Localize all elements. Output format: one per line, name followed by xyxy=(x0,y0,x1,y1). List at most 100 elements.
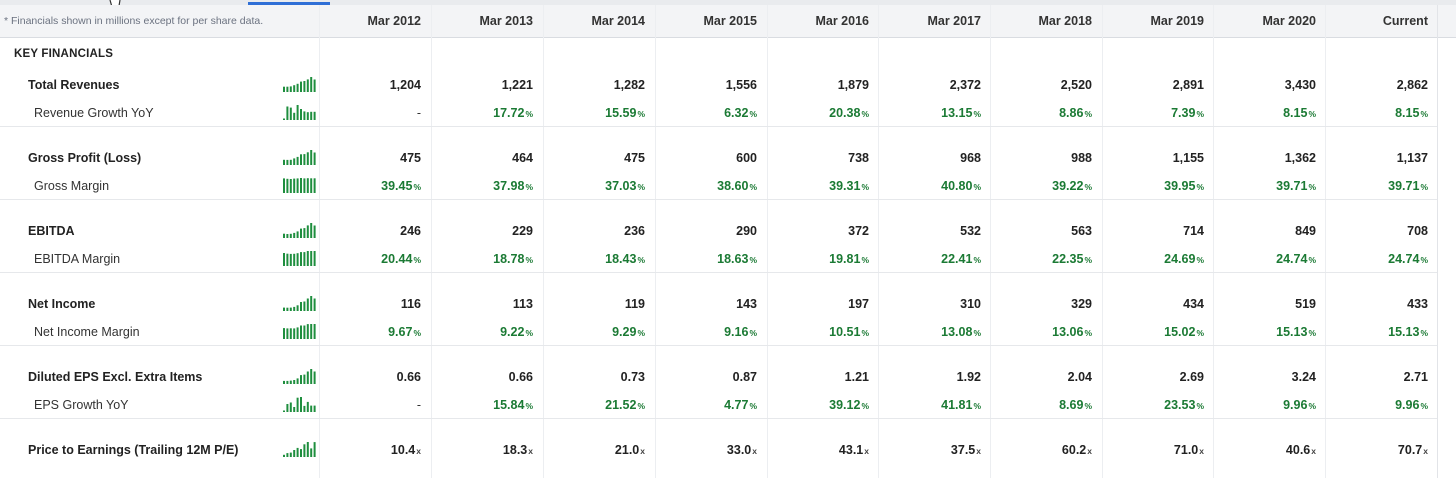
sparkline-bar xyxy=(293,306,296,311)
value-number: 19.81 xyxy=(829,252,861,266)
value-cell: 1,155 xyxy=(1104,144,1204,172)
column-header-mar-2012[interactable]: Mar 2012 xyxy=(367,14,421,28)
sparkline-bar xyxy=(296,83,299,92)
value-cell: 229 xyxy=(433,217,533,245)
sparkline-bar xyxy=(313,178,316,193)
sparkline-chart-icon[interactable] xyxy=(283,150,317,165)
value-cell: 9.67% xyxy=(321,318,421,346)
value-cell: 37.03% xyxy=(545,172,645,200)
row-gross-margin: Gross Margin 39.45% 37.98% 37.03% 38.60% 39.3… xyxy=(0,172,1437,200)
value-number: 10.4 xyxy=(390,443,416,457)
sparkline-chart-icon[interactable] xyxy=(283,178,317,193)
value-cell: 290 xyxy=(657,217,757,245)
value-number: - xyxy=(416,106,421,120)
value-cell: 8.69% xyxy=(992,391,1092,419)
row-diluted-eps: Diluted EPS Excl. Extra Items 0.66 0.66 0.7… xyxy=(0,363,1437,391)
column-header-mar-2014[interactable]: Mar 2014 xyxy=(591,14,645,28)
value-cell: 1,221 xyxy=(433,71,533,99)
sparkline-chart-icon[interactable] xyxy=(283,77,317,92)
column-header-mar-2016[interactable]: Mar 2016 xyxy=(815,14,869,28)
sparkline-bar xyxy=(313,405,316,412)
sparkline-bar xyxy=(310,448,313,457)
sparkline-bar xyxy=(313,225,316,238)
value-number: 968 xyxy=(960,151,981,165)
column-header-mar-2018[interactable]: Mar 2018 xyxy=(1038,14,1092,28)
value-number: 33.0 xyxy=(726,443,752,457)
value-number: 290 xyxy=(736,224,757,238)
value-unit: % xyxy=(413,328,421,338)
value-number: 4.77 xyxy=(724,398,749,412)
sparkline-chart-icon[interactable] xyxy=(283,296,317,311)
value-number: 39.12 xyxy=(829,398,861,412)
value-cell: 10.4x xyxy=(321,436,421,464)
column-header-mar-2019[interactable]: Mar 2019 xyxy=(1150,14,1204,28)
value-number: 20.38 xyxy=(829,106,861,120)
value-cell: 2.69 xyxy=(1104,363,1204,391)
value-cell: 60.2x xyxy=(992,436,1092,464)
sparkline-bar xyxy=(313,442,316,457)
value-number: 1.92 xyxy=(956,370,981,384)
value-cell: 464 xyxy=(433,144,533,172)
value-number: 9.29 xyxy=(612,325,637,339)
value-unit: % xyxy=(525,401,533,411)
value-cell: 433 xyxy=(1328,290,1428,318)
row-label: Net Income xyxy=(28,297,96,311)
value-cell: 2.71 xyxy=(1328,363,1428,391)
sparkline-bar xyxy=(296,327,299,339)
value-cell: - xyxy=(321,99,421,127)
row-label: Price to Earnings (Trailing 12M P/E) xyxy=(28,443,239,457)
value-number: 329 xyxy=(1071,297,1092,311)
sparkline-bar xyxy=(296,156,299,165)
value-unit: % xyxy=(749,109,757,119)
value-cell: 39.71% xyxy=(1328,172,1428,200)
value-number: 13.06 xyxy=(1052,325,1084,339)
value-number: 9.96 xyxy=(1395,398,1420,412)
sparkline-chart-icon[interactable] xyxy=(283,442,317,457)
column-header-current[interactable]: Current xyxy=(1382,14,1428,28)
sparkline-chart-icon[interactable] xyxy=(283,397,317,412)
sparkline-bar xyxy=(289,402,292,412)
value-cell: 1,282 xyxy=(545,71,645,99)
value-number: 39.71 xyxy=(1276,179,1308,193)
value-unit: x xyxy=(416,446,421,456)
column-header-mar-2017[interactable]: Mar 2017 xyxy=(927,14,981,28)
value-number: 13.08 xyxy=(941,325,973,339)
sparkline-bar xyxy=(310,369,313,384)
value-number: 9.22 xyxy=(500,325,525,339)
value-number: 563 xyxy=(1071,224,1092,238)
value-cell: 13.06% xyxy=(992,318,1092,346)
sparkline-chart-icon[interactable] xyxy=(283,251,317,266)
sparkline-chart-icon[interactable] xyxy=(283,369,317,384)
sparkline-bar xyxy=(293,85,296,92)
sparkline-bar xyxy=(296,447,299,457)
value-cell: 18.43% xyxy=(545,245,645,273)
value-cell: 9.96% xyxy=(1216,391,1316,419)
value-cell: 2,520 xyxy=(992,71,1092,99)
sparkline-bar xyxy=(289,159,292,165)
value-number: 0.66 xyxy=(396,370,421,384)
value-number: 2.04 xyxy=(1067,370,1092,384)
value-cell: 119 xyxy=(545,290,645,318)
sparkline-chart-icon[interactable] xyxy=(283,324,317,339)
value-number: 9.96 xyxy=(1283,398,1308,412)
value-number: 70.7 xyxy=(1397,443,1423,457)
column-divider xyxy=(878,5,879,478)
value-number: 3.24 xyxy=(1291,370,1316,384)
value-number: 17.72 xyxy=(493,106,525,120)
sparkline-chart-icon[interactable] xyxy=(283,105,317,120)
value-number: 21.0 xyxy=(614,443,640,457)
value-unit: % xyxy=(1196,328,1204,338)
value-unit: % xyxy=(973,328,981,338)
value-cell: 9.96% xyxy=(1328,391,1428,419)
row-total-revenues: Total Revenues 1,204 1,221 1,282 1,556 1,879 2… xyxy=(0,71,1437,99)
column-header-mar-2013[interactable]: Mar 2013 xyxy=(479,14,533,28)
value-unit: % xyxy=(413,255,421,265)
value-cell: 0.87 xyxy=(657,363,757,391)
row-ebitda: EBITDA 246 229 236 290 372 532 563 714 849 708 xyxy=(0,217,1437,245)
value-number: 2.69 xyxy=(1179,370,1204,384)
column-header-mar-2015[interactable]: Mar 2015 xyxy=(703,14,757,28)
column-header-mar-2020[interactable]: Mar 2020 xyxy=(1262,14,1316,28)
sparkline-chart-icon[interactable] xyxy=(283,223,317,238)
value-unit: % xyxy=(1420,255,1428,265)
value-cell: 1,137 xyxy=(1328,144,1428,172)
